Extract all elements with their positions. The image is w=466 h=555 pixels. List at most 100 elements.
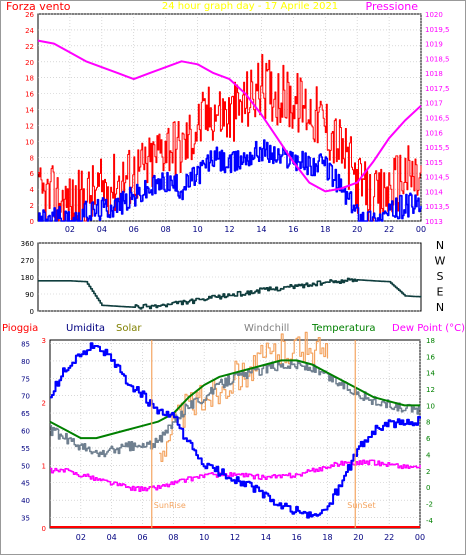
legend-umidita: Umidita: [66, 323, 105, 334]
temperature-tick: -4: [426, 517, 434, 525]
rain-tick: 1: [42, 462, 46, 470]
bottom-x-tick: 22: [384, 533, 394, 542]
legend-solar: Solar: [116, 323, 142, 334]
top-right-tick: 1018,5: [425, 55, 450, 63]
top-x-tick: 00: [416, 225, 426, 234]
legend-windchill: Windchill: [244, 323, 289, 334]
top-right-axis-ticks: 1013 1013,5 1014 1014,5 1015 1015,5 1016 1016,5…: [425, 11, 450, 226]
top-x-tick: 20: [352, 225, 362, 234]
humidity-tick: 45: [21, 480, 30, 488]
rain-axis-ticks: 0 1 2 3: [42, 337, 46, 533]
top-right-tick: 1015: [425, 159, 443, 167]
humidity-line: [50, 342, 421, 519]
top-x-axis-ticks: 02 04 06 08 10 12 14 16 18 20 22 00: [65, 225, 426, 234]
top-series: [37, 39, 422, 222]
sunrise-label: SunRise: [154, 501, 186, 510]
humidity-tick: 80: [21, 358, 30, 366]
bottom-x-tick: 08: [168, 533, 178, 542]
top-right-tick: 1017,5: [425, 85, 450, 93]
top-left-tick: 26: [25, 11, 34, 19]
top-x-tick: 18: [320, 225, 330, 234]
top-left-tick: 16: [25, 91, 34, 99]
top-left-tick: 6: [30, 170, 35, 178]
top-right-tick: 1020: [425, 11, 443, 19]
sun-markers: SunRise SunSet: [151, 340, 376, 528]
wind-direction-series: [38, 277, 422, 310]
top-x-tick: 12: [224, 225, 234, 234]
bottom-x-tick: 00: [415, 533, 425, 542]
bottom-x-tick: 12: [230, 533, 240, 542]
top-left-tick: 2: [30, 202, 34, 210]
top-left-tick: 10: [25, 138, 34, 146]
compass-label: N: [436, 301, 444, 314]
top-right-tick: 1014,5: [425, 174, 450, 182]
wind-average-line: [38, 139, 422, 222]
temperature-tick: 12: [426, 386, 435, 394]
top-right-tick: 1019,5: [425, 26, 450, 34]
top-right-tick: 1016,5: [425, 115, 450, 123]
top-right-title: Pressione: [366, 0, 419, 13]
humidity-tick: 75: [21, 375, 30, 383]
temperature-tick: 18: [426, 337, 435, 345]
top-x-tick: 22: [384, 225, 394, 234]
temperature-tick: 4: [426, 451, 431, 459]
temperature-tick: -2: [426, 500, 433, 508]
top-right-tick: 1015,5: [425, 144, 450, 152]
wind-direction-tick: 360: [21, 240, 34, 248]
top-x-tick: 10: [192, 225, 202, 234]
top-center-title: 24 hour graph day - 17 Aprile 2021: [162, 1, 338, 12]
temperature-axis-ticks: -4 -2 0 2 4 6 8 10 12 14 16 18: [426, 337, 435, 525]
bottom-series: [49, 331, 421, 528]
top-right-tick: 1016: [425, 129, 443, 137]
top-left-tick: 18: [25, 75, 34, 83]
temperature-tick: 14: [426, 370, 435, 378]
humidity-tick: 85: [21, 340, 30, 348]
top-right-tick: 1013: [425, 218, 443, 226]
temperature-tick: 8: [426, 419, 430, 427]
wind-direction-axis-ticks: 0 90 180 270 360: [21, 240, 34, 316]
compass-label: S: [437, 270, 444, 283]
top-right-tick: 1014: [425, 188, 443, 196]
humidity-tick: 70: [21, 393, 30, 401]
legend-temperatura: Temperatura: [311, 323, 376, 334]
temperature-tick: 10: [426, 402, 435, 410]
top-right-tick: 1013,5: [425, 203, 450, 211]
top-right-tick: 1017: [425, 100, 443, 108]
bottom-x-tick: 16: [292, 533, 302, 542]
windchill-line: [50, 359, 421, 458]
wind-direction-tick: 180: [21, 274, 34, 282]
bottom-x-tick: 20: [353, 533, 363, 542]
top-x-tick: 08: [161, 225, 171, 234]
humidity-axis-ticks: 35 40 45 50 55 60 65 70 75 80 85: [21, 340, 30, 522]
bottom-x-axis-ticks: 02 04 06 08 10 12 14 16 18 20 22 00: [76, 533, 425, 542]
bottom-x-tick: 18: [322, 533, 332, 542]
sunset-label: SunSet: [347, 501, 375, 510]
legend-dew-point-c-: Dew Point (°C): [392, 323, 465, 334]
humidity-tick: 35: [21, 515, 30, 523]
top-x-tick: 06: [129, 225, 139, 234]
top-left-tick: 20: [25, 59, 34, 67]
bottom-legend: Pioggia Umidita Solar Windchill Temperatura D…: [2, 323, 465, 334]
temperature-tick: 0: [426, 484, 430, 492]
wind-direction-grid: [38, 242, 421, 312]
rain-tick: 3: [42, 337, 46, 345]
bottom-x-tick: 06: [137, 533, 147, 542]
pressure-line: [37, 39, 422, 193]
humidity-tick: 40: [21, 497, 30, 505]
top-x-tick: 16: [288, 225, 298, 234]
rain-tick: 2: [42, 400, 46, 408]
humidity-tick: 65: [21, 410, 30, 418]
top-x-tick: 14: [256, 225, 266, 234]
top-left-tick: 12: [25, 122, 34, 130]
bottom-x-tick: 04: [107, 533, 117, 542]
temperature-line: [49, 359, 420, 440]
humidity-tick: 50: [21, 462, 30, 470]
humidity-tick: 60: [21, 428, 30, 436]
top-left-tick: 4: [30, 186, 35, 194]
wind-direction-line: [38, 277, 422, 310]
top-left-title: Forza vento: [6, 0, 71, 13]
dew-point-line: [50, 459, 421, 492]
